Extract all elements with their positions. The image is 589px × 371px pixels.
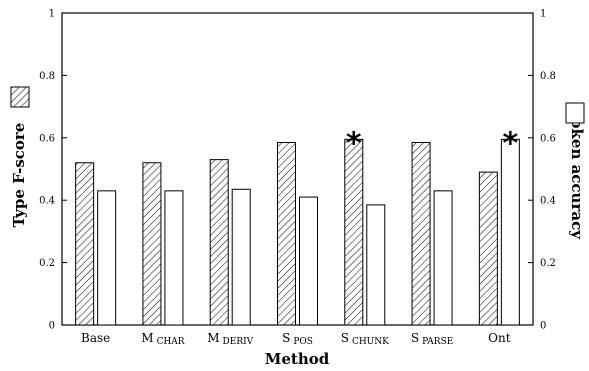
left-tick-label: 0 [49,321,55,332]
type-fscore-bar-2 [209,159,229,326]
token-accuracy-bar-0 [97,190,117,326]
legend-white-swatch [565,102,585,124]
type-fscore-bar-5 [411,141,431,326]
plot-area-frame [61,12,534,326]
right-axis-ticks: 0 0.2 0.4 0.6 0.8 1 [528,9,556,332]
right-tick-label: 1 [540,9,546,20]
left-tick-label: 1 [49,9,55,20]
type-fscore-bar-0 [75,162,95,326]
token-accuracy-bar-4 [366,204,386,326]
right-tick-label: 0.2 [540,258,556,269]
category-label-3: S POS [282,331,313,347]
x-axis-title: Method [265,350,330,368]
right-axis-title: Token accuracy [568,109,586,240]
category-label-2: M DERIV [207,331,253,347]
token-accuracy-bar-2 [231,188,251,326]
left-axis-ticks: 0 0.2 0.4 0.6 0.8 1 [39,9,67,332]
category-label-6: Ont [488,331,511,345]
left-tick-label: 0.8 [39,71,55,82]
legend-hatched-swatch [10,86,30,108]
left-tick-label: 0.6 [39,133,55,144]
category-label-5: S PARSE [411,331,453,347]
type-fscore-bar-6 [478,171,498,326]
category-labels: Base M CHAR M DERIV S POS S CHUNK S PARSE Ont [81,331,511,347]
bars-group [75,138,520,326]
left-tick-label: 0.4 [39,196,55,207]
token-accuracy-bar-6 [500,138,520,326]
significance-markers: * * [346,126,519,161]
type-fscore-bar-4 [344,138,364,326]
right-tick-label: 0.4 [540,196,556,207]
type-fscore-bar-1 [142,162,162,326]
token-accuracy-bar-1 [164,190,184,326]
token-accuracy-bar-3 [299,196,318,326]
type-fscore-bar-3 [277,141,296,326]
left-tick-label: 0.2 [39,258,55,269]
right-tick-label: 0 [540,321,546,332]
right-tick-label: 0.6 [540,133,556,144]
significance-asterisk: * [346,126,362,161]
category-label-4: S CHUNK [341,331,389,347]
category-label-0: Base [81,331,110,345]
category-label-1: M CHAR [141,331,185,347]
right-tick-label: 0.8 [540,71,556,82]
token-accuracy-bar-5 [433,190,453,326]
significance-asterisk: * [503,126,519,161]
left-axis-title: Type F-score [10,123,28,228]
